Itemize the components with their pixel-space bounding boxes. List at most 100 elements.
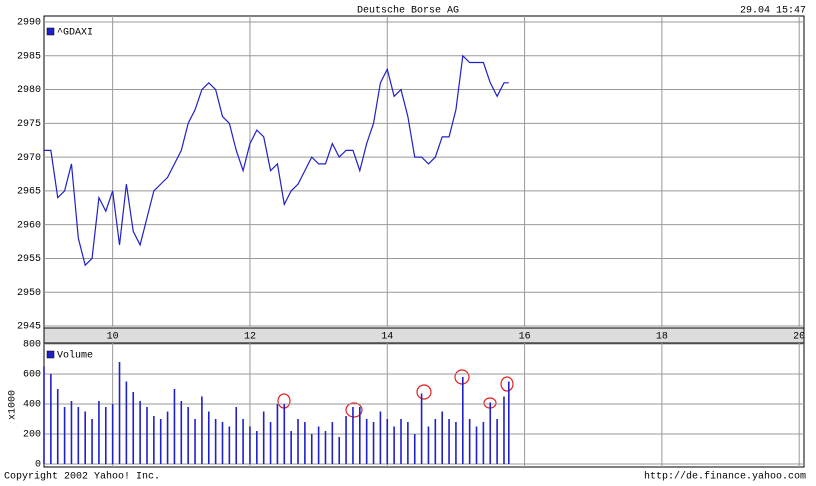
volume-bar xyxy=(413,434,416,464)
volume-bar xyxy=(345,416,347,464)
volume-bar xyxy=(427,426,430,464)
volume-bar xyxy=(56,389,59,464)
y-tick-label: 2990 xyxy=(17,18,41,29)
volume-bar xyxy=(503,396,505,464)
volume-bar xyxy=(194,419,196,464)
x-axis-band xyxy=(43,327,805,344)
volume-bar xyxy=(242,419,244,464)
y-tick-label: 200 xyxy=(23,430,41,441)
price-frame xyxy=(43,15,805,329)
volume-bar xyxy=(50,374,52,464)
y-tick-label: 800 xyxy=(23,340,41,351)
volume-bar xyxy=(455,422,457,464)
volume-bar xyxy=(324,431,327,464)
volume-bar xyxy=(180,401,183,464)
volume-bar xyxy=(70,401,73,464)
volume-bar xyxy=(84,411,86,464)
y-tick-label: 600 xyxy=(23,370,41,381)
volume-bar xyxy=(153,416,155,464)
y-tick-label: 2980 xyxy=(17,85,41,96)
volume-bar xyxy=(475,426,478,464)
volume-bar xyxy=(262,411,265,464)
y-tick-label: 0 xyxy=(35,460,41,471)
volume-bar xyxy=(207,411,210,464)
volume-bar xyxy=(420,393,423,464)
volume-bar xyxy=(386,419,389,464)
volume-bar xyxy=(338,437,341,464)
x-tick-label: 18 xyxy=(656,332,668,343)
copyright: Copyright 2002 Yahoo! Inc. xyxy=(4,471,160,483)
volume-bar xyxy=(489,402,492,464)
volume-frame xyxy=(43,342,805,468)
volume-bar xyxy=(139,401,141,464)
highlight-circle xyxy=(500,376,514,392)
y-axis-label: x1000 xyxy=(8,390,19,420)
volume-bar xyxy=(310,434,313,464)
volume-bar xyxy=(249,426,251,464)
timestamp: 29.04 15:47 xyxy=(740,6,806,17)
volume-bar xyxy=(132,392,135,464)
x-tick-label: 14 xyxy=(381,332,393,343)
y-tick-label: 2950 xyxy=(17,288,41,299)
volume-bar xyxy=(146,407,148,464)
legend-swatch xyxy=(46,350,55,359)
volume-bar xyxy=(393,426,395,464)
volume-bar xyxy=(159,419,162,464)
volume-bar xyxy=(173,389,176,464)
volume-bar xyxy=(496,419,498,464)
volume-bar xyxy=(104,407,107,464)
y-tick-label: 2985 xyxy=(17,51,41,62)
volume-bar xyxy=(98,401,100,464)
volume-bar xyxy=(221,422,224,464)
volume-bar xyxy=(297,419,299,464)
volume-bar xyxy=(269,422,272,464)
chart-title: Deutsche Borse AG xyxy=(357,5,459,17)
volume-bar xyxy=(201,396,203,464)
legend-label: ^GDAXI xyxy=(57,28,93,39)
y-tick-label: 2975 xyxy=(17,119,41,130)
volume-bar xyxy=(359,407,361,464)
legend-swatch xyxy=(46,27,55,36)
y-tick-label: 2960 xyxy=(17,220,41,231)
volume-bar xyxy=(441,411,443,464)
x-tick-label: 16 xyxy=(519,332,531,343)
volume-bar xyxy=(317,426,320,464)
volume-bar xyxy=(400,419,402,464)
volume-bar xyxy=(468,419,471,464)
price-line xyxy=(44,54,509,267)
y-tick-label: 400 xyxy=(23,400,41,411)
y-tick-label: 2945 xyxy=(17,322,41,333)
volume-bar xyxy=(372,422,375,464)
volume-bar xyxy=(407,422,409,464)
volume-bar xyxy=(214,419,217,464)
volume-bar xyxy=(77,407,80,464)
volume-bar xyxy=(256,431,258,464)
volume-bar xyxy=(434,419,437,464)
volume-bar xyxy=(448,419,450,464)
volume-bar xyxy=(365,419,368,464)
x-tick-label: 12 xyxy=(244,332,256,343)
y-tick-label: 2970 xyxy=(17,153,41,164)
volume-bar xyxy=(228,426,231,464)
volume-bar xyxy=(352,407,354,464)
highlight-circle xyxy=(416,384,432,400)
volume-bar xyxy=(283,404,286,464)
volume-bar xyxy=(118,362,121,464)
y-tick-label: 2965 xyxy=(17,187,41,198)
volume-bar xyxy=(379,411,382,464)
volume-bar xyxy=(331,422,334,464)
source-url: http://de.finance.yahoo.com xyxy=(644,471,806,483)
volume-bar xyxy=(482,422,485,464)
volume-bar xyxy=(111,404,114,464)
volume-bar xyxy=(276,404,279,464)
volume-bar xyxy=(290,431,292,464)
volume-bar xyxy=(63,407,66,464)
volume-bar xyxy=(125,381,128,464)
highlight-circle xyxy=(345,402,363,418)
volume-bar xyxy=(304,422,306,464)
legend-label: Volume xyxy=(57,350,93,362)
volume-bar xyxy=(461,377,464,464)
volume-bar xyxy=(235,407,238,464)
